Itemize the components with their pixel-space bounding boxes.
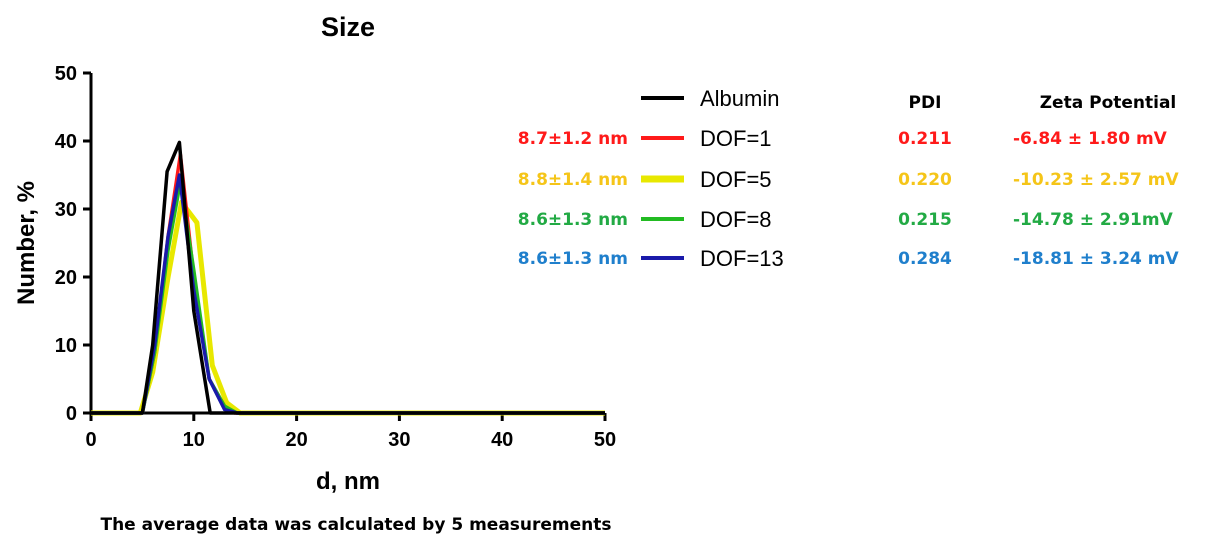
x-ticks: 0 10 20 30 40 50	[85, 413, 616, 451]
x-tick-label: 0	[85, 429, 96, 451]
pdi-value: 0.284	[898, 249, 952, 269]
y-tick-label: 40	[55, 131, 77, 153]
chart-title: Size	[321, 12, 375, 42]
x-tick-label: 10	[183, 429, 205, 451]
size-label: 8.7±1.2 nm	[518, 129, 628, 149]
pdi-value: 0.220	[898, 170, 952, 190]
legend-label-albumin: Albumin	[700, 86, 779, 111]
y-axis-label: Number, %	[13, 181, 40, 305]
pdi-header: PDI	[909, 93, 942, 113]
footnote: The average data was calculated by 5 mea…	[100, 515, 611, 535]
series-lines	[91, 140, 605, 416]
x-tick-label: 50	[594, 429, 616, 451]
size-label: 8.6±1.3 nm	[518, 210, 628, 230]
y-tick-label: 0	[66, 403, 77, 425]
size-label: 8.8±1.4 nm	[518, 170, 628, 190]
plot-area: 0 10 20 30 40 50 0 10 20 30 40 50	[55, 63, 616, 451]
x-axis-label: d, nm	[316, 468, 380, 495]
x-tick-label: 40	[491, 429, 513, 451]
y-tick-label: 20	[55, 267, 77, 289]
y-tick-label: 50	[55, 63, 77, 85]
series-line-albumin	[91, 140, 605, 415]
size-label: 8.6±1.3 nm	[518, 249, 628, 269]
legend-label-dof-5: DOF=5	[700, 167, 772, 192]
zeta-header: Zeta Potential	[1040, 93, 1177, 113]
legend-label-dof-1: DOF=1	[700, 126, 772, 151]
zeta-value: -10.23 ± 2.57 mV	[1013, 170, 1179, 190]
x-tick-label: 20	[285, 429, 307, 451]
pdi-value: 0.215	[898, 210, 952, 230]
pdi-value: 0.211	[898, 129, 952, 149]
zeta-value: -6.84 ± 1.80 mV	[1013, 129, 1168, 149]
zeta-value: -18.81 ± 3.24 mV	[1013, 249, 1179, 269]
legend-label-dof-13: DOF=13	[700, 246, 784, 271]
y-ticks: 0 10 20 30 40 50	[55, 63, 91, 425]
y-tick-label: 30	[55, 199, 77, 221]
x-tick-label: 30	[388, 429, 410, 451]
legend-label-dof-8: DOF=8	[700, 207, 772, 232]
y-tick-label: 10	[55, 335, 77, 357]
legend: Albumin DOF=1 8.7±1.2 nm 0.211 -6.84 ± 1.80 …	[518, 86, 1180, 271]
zeta-value: -14.78 ± 2.91mV	[1013, 210, 1174, 230]
